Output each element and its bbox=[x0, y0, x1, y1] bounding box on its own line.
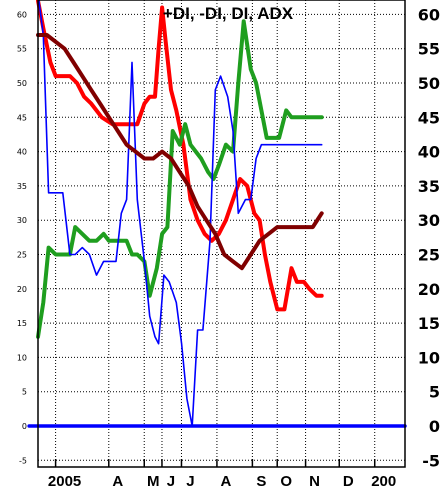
plot-frame bbox=[37, 0, 406, 468]
y-tick-label-right: 50 bbox=[418, 74, 440, 93]
x-tick-label: 200 bbox=[371, 473, 396, 490]
y-tick-label-left: 45 bbox=[17, 113, 27, 122]
y-tick-label-left: 15 bbox=[17, 319, 27, 328]
y-tick-label-right: 15 bbox=[418, 314, 440, 333]
y-tick-label-right: 30 bbox=[418, 211, 440, 230]
chart-title: +DI, -DI, DI, ADX bbox=[163, 4, 294, 23]
x-tick-label: 2005 bbox=[48, 473, 81, 490]
y-tick-label-left: 50 bbox=[17, 79, 27, 88]
series-line-2 bbox=[37, 0, 323, 427]
y-tick-label-right: 60 bbox=[418, 5, 440, 24]
x-tick-label: A bbox=[112, 473, 123, 490]
y-tick-label-right: 40 bbox=[418, 143, 440, 162]
y-tick-label-right: 20 bbox=[418, 280, 440, 299]
y-tick-label-right: 35 bbox=[418, 177, 440, 196]
series-line-3 bbox=[36, 33, 324, 271]
y-tick-label-left: 0 bbox=[22, 422, 27, 431]
y-tick-label-left: 60 bbox=[17, 10, 27, 19]
series-line-1 bbox=[36, 19, 324, 339]
x-tick-label: J bbox=[167, 473, 175, 490]
grid bbox=[38, 0, 405, 467]
y-tick-label-left: 30 bbox=[17, 216, 27, 225]
x-tick-label: J bbox=[186, 473, 194, 490]
x-tick-label: S bbox=[256, 473, 266, 490]
y-tick-label-right: 5 bbox=[429, 383, 440, 402]
x-tick-label: M bbox=[147, 473, 160, 490]
y-tick-label-right: -5 bbox=[422, 451, 440, 470]
y-tick-label-left: -5 bbox=[19, 456, 27, 465]
x-tick-label: N bbox=[309, 473, 320, 490]
y-tick-label-left: 10 bbox=[17, 353, 27, 362]
y-tick-label-right: 25 bbox=[418, 246, 440, 265]
y-tick-label-right: 55 bbox=[418, 40, 440, 59]
y-tick-label-right: 45 bbox=[418, 108, 440, 127]
y-tick-label-right: 0 bbox=[429, 417, 440, 436]
y-tick-label-right: 10 bbox=[418, 348, 440, 367]
x-tick-label: A bbox=[221, 473, 232, 490]
y-tick-label-left: 20 bbox=[17, 285, 27, 294]
y-tick-label-left: 5 bbox=[22, 388, 27, 397]
x-tick-label: D bbox=[343, 473, 354, 490]
y-tick-label-left: 40 bbox=[17, 148, 27, 157]
series-line-0 bbox=[36, 0, 324, 312]
y-tick-label-left: 35 bbox=[17, 182, 27, 191]
series-layer bbox=[27, 0, 407, 428]
y-tick-label-left: 25 bbox=[17, 251, 27, 260]
x-tick-label: O bbox=[280, 473, 292, 490]
y-tick-label-left: 55 bbox=[17, 45, 27, 54]
